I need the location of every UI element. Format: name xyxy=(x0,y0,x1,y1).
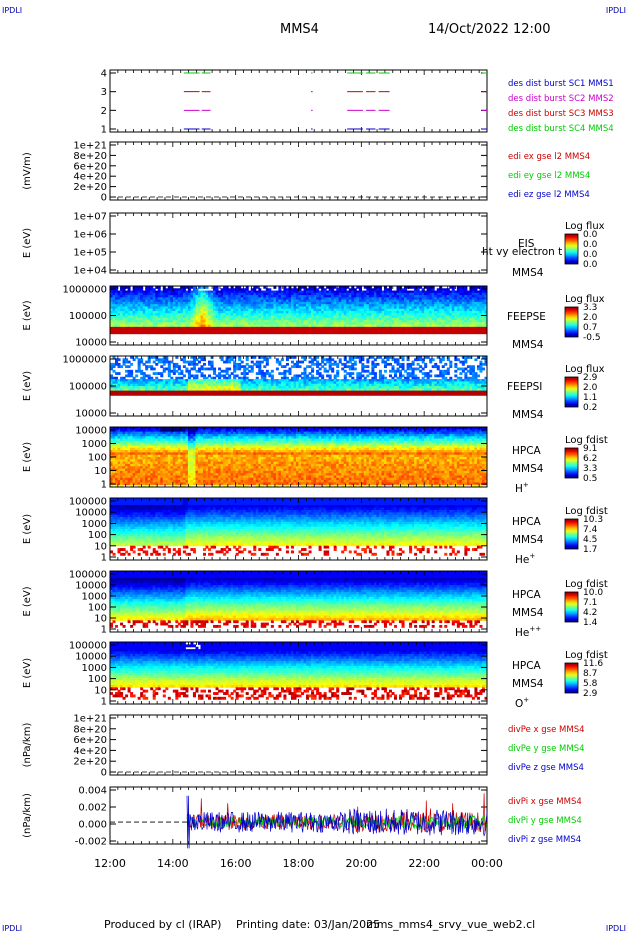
feepsi-heatmap-cell xyxy=(311,370,314,373)
burst-legend-entry: des dist burst SC3 MMS3 xyxy=(508,109,614,119)
feepsi-heatmap-cell xyxy=(331,370,334,373)
feepsi-heatmap-cell xyxy=(299,365,302,368)
feepsi-heatmap-cell xyxy=(118,372,121,375)
feepse-colorbar-tick: 2.0 xyxy=(583,313,598,323)
burst-ytick-label: 3 xyxy=(101,87,107,98)
feepse-ytick-label: 10000 xyxy=(75,338,107,349)
burst-legend-entry: des dist burst SC1 MMS1 xyxy=(508,79,614,89)
eis-colorbar-tick: 0.0 xyxy=(583,250,598,260)
feepsi-heatmap-cell xyxy=(241,361,244,364)
feepsi-heatmap-cell xyxy=(354,363,357,366)
edi-ytick-label: 6e+20 xyxy=(73,161,107,172)
feepsi-heatmap-cell xyxy=(266,363,269,366)
feepsi-heatmap-cell xyxy=(288,372,291,375)
feepsi-heatmap-cell xyxy=(160,374,163,377)
feepse-colorbar xyxy=(565,307,578,337)
feepsi-heatmap-cell xyxy=(183,374,186,377)
feepsi-heatmap-cell xyxy=(251,370,254,373)
feepse-colorbar-tick: 3.3 xyxy=(583,303,597,313)
eis-frame xyxy=(110,213,487,273)
feepsi-heatmap-cell xyxy=(246,358,249,361)
eis-ytick-label: 1e+07 xyxy=(73,212,107,223)
edi-ylabel: (mV/m) xyxy=(22,152,33,190)
feepsi-heatmap-cell xyxy=(351,372,354,375)
eis-ytick-label: 1e+06 xyxy=(73,230,107,241)
edi-legend-entry: edi ex gse l2 MMS4 xyxy=(508,152,590,162)
edi-ytick-label: 1e+21 xyxy=(73,141,107,152)
edi-frame xyxy=(110,142,487,200)
feepsi-heatmap-cell xyxy=(135,374,138,377)
feepsi-heatmap-cell xyxy=(130,363,133,366)
feepsi-heatmap-cell xyxy=(153,368,156,371)
edi-legend-entry: edi ez gse l2 MMS4 xyxy=(508,190,590,200)
feepse-heatmap xyxy=(110,286,488,334)
burst-legend-entry: des dist burst SC2 MMS2 xyxy=(508,94,614,104)
burst-frame xyxy=(110,70,487,132)
feepse-ytick-label: 1000000 xyxy=(62,285,107,296)
feepsi-heatmap-cell xyxy=(228,368,231,371)
burst-ytick-label: 1 xyxy=(101,125,107,136)
feepsi-heatmap-cell xyxy=(336,374,339,377)
eis-ylabel: E (eV) xyxy=(22,228,33,258)
edi-ytick-label: 4e+20 xyxy=(73,172,107,183)
burst-ytick-label: 2 xyxy=(101,106,107,117)
feepsi-heatmap-cell xyxy=(271,370,274,373)
feepsi-heatmap-cell xyxy=(412,363,415,366)
feepsi-heatmap-cell xyxy=(366,365,369,368)
feepsi-heatmap-cell xyxy=(354,368,357,371)
edi-ytick-label: 2e+20 xyxy=(73,182,107,193)
burst-legend-entry: des dist burst SC4 MMS4 xyxy=(508,124,614,134)
feepse-colorbar-tick: -0.5 xyxy=(583,333,601,343)
feepsi-heatmap xyxy=(110,356,488,396)
feepse-ytick-label: 100000 xyxy=(69,311,107,322)
eis-spacecraft-label: MMS4 xyxy=(512,267,544,279)
feepsi-heatmap-cell xyxy=(276,368,279,371)
eis-colorbar-tick: 0.0 xyxy=(583,230,598,240)
feepse-instrument-label: FEEPSE xyxy=(507,311,546,323)
eis-ytick-label: 1e+04 xyxy=(73,266,107,277)
edi-ytick-label: 8e+20 xyxy=(73,151,107,162)
edi-ytick-label: 0 xyxy=(101,193,107,204)
eis-colorbar xyxy=(565,234,578,264)
feepsi-heatmap-cell xyxy=(286,363,289,366)
feepsi-heatmap-cell xyxy=(384,370,387,373)
eis-ytick-label: 1e+05 xyxy=(73,248,107,259)
burst-ytick-label: 4 xyxy=(101,69,107,80)
edi-legend-entry: edi ey gse l2 MMS4 xyxy=(508,171,590,181)
feepsi-heatmap-cell xyxy=(361,358,364,361)
feepse-colorbar-tick: 0.7 xyxy=(583,323,597,333)
eis-colorbar-tick: 0.0 xyxy=(583,260,598,270)
feepsi-heatmap-cell xyxy=(336,365,339,368)
feepse-ylabel: E (eV) xyxy=(22,300,33,330)
feepsi-heatmap-cell xyxy=(402,358,405,361)
feepsi-heatmap-cell xyxy=(203,363,206,366)
feepse-spacecraft-label: MMS4 xyxy=(512,339,544,351)
feepsi-heatmap-cell xyxy=(366,361,369,364)
eis-product-label: ht vy electron t xyxy=(482,246,562,258)
feepsi-heatmap-cell xyxy=(376,363,379,366)
feepsi-heatmap-cell xyxy=(148,361,151,364)
eis-colorbar-tick: 0.0 xyxy=(583,240,598,250)
